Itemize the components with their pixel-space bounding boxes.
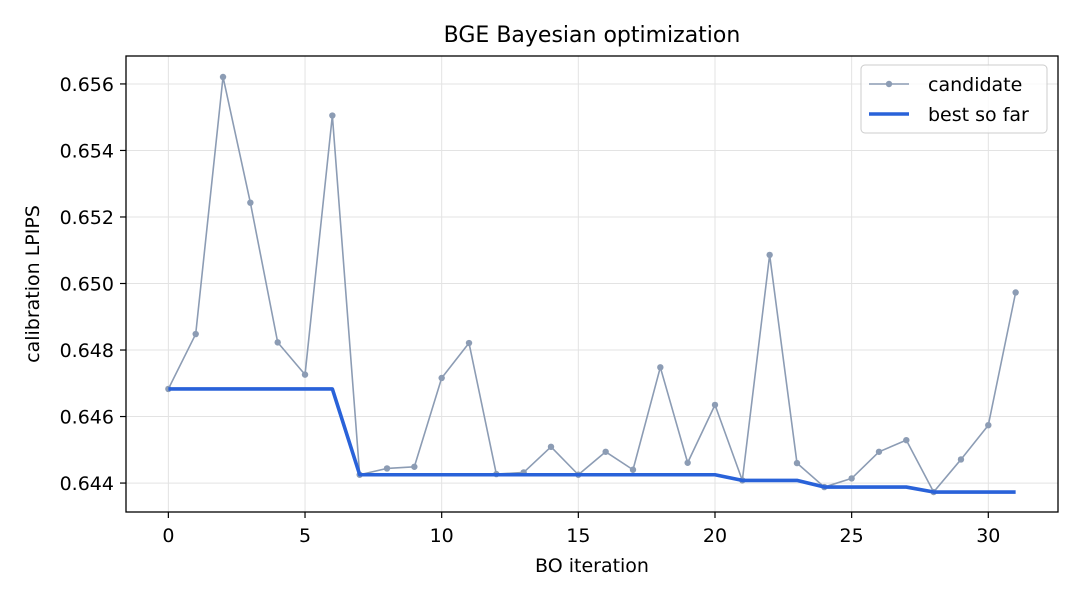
candidate-point	[329, 112, 336, 119]
legend-candidate-marker	[885, 80, 893, 88]
y-tick-label: 0.656	[60, 74, 114, 96]
candidate-point	[711, 401, 719, 409]
candidate-series-line	[167, 76, 1017, 493]
candidate-point	[684, 459, 691, 466]
candidate-point	[903, 436, 910, 444]
y-tick-label: 0.650	[60, 274, 114, 296]
y-tick-label: 0.644	[60, 473, 114, 495]
chart-title: BGE Bayesian optimization	[444, 23, 741, 48]
y-tick-label: 0.646	[60, 407, 114, 429]
y-axis-title: calibration LPIPS	[22, 205, 44, 363]
candidate-point	[1012, 289, 1019, 296]
legend-label-candidate: candidate	[928, 74, 1022, 96]
candidate-point	[383, 465, 391, 472]
candidate-point	[219, 73, 227, 81]
y-axis: 0.644 0.646 0.648 0.650 0.652 0.654 0.656	[60, 74, 126, 495]
x-tick-label: 15	[566, 525, 590, 547]
candidate-point	[766, 251, 773, 259]
legend-label-best-so-far: best so far	[928, 104, 1029, 126]
candidate-point	[247, 199, 254, 206]
x-tick-label: 5	[299, 525, 311, 547]
candidate-point	[985, 421, 992, 429]
y-tick-label: 0.652	[60, 207, 114, 229]
x-tick-label: 30	[976, 525, 1000, 547]
candidate-point	[957, 456, 965, 463]
candidate-point	[547, 443, 555, 451]
series-layer	[165, 73, 1019, 496]
x-axis: 0 5 10 15 20 25 30	[162, 512, 1000, 547]
legend: candidate best so far	[860, 64, 1048, 134]
y-tick-label: 0.648	[60, 340, 114, 362]
x-tick-label: 20	[703, 525, 727, 547]
legend-box	[860, 64, 1048, 134]
candidate-point	[657, 364, 664, 371]
candidate-point	[192, 330, 199, 338]
candidate-point	[301, 371, 309, 378]
candidate-point	[438, 374, 445, 382]
candidate-point	[793, 459, 801, 467]
x-tick-label: 10	[430, 525, 454, 547]
candidate-point	[274, 339, 281, 346]
best-so-far-series-line	[168, 387, 1016, 494]
x-tick-label: 0	[162, 525, 174, 547]
candidate-point	[465, 339, 473, 347]
candidate-point	[875, 448, 883, 455]
x-axis-title: BO iteration	[535, 555, 649, 577]
x-tick-label: 25	[840, 525, 864, 547]
y-tick-label: 0.654	[60, 140, 114, 162]
candidate-point	[602, 448, 609, 455]
candidate-point	[848, 475, 855, 482]
candidate-point	[629, 466, 637, 473]
candidate-point	[411, 463, 418, 470]
